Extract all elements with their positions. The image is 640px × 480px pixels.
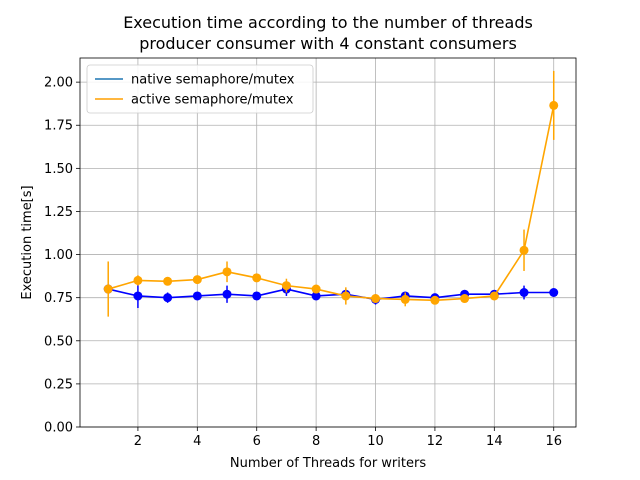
data-point [430, 295, 440, 305]
x-tick-label: 4 [193, 434, 201, 449]
data-point [400, 294, 410, 304]
legend-label: native semaphore/mutex [131, 73, 295, 88]
data-point [341, 291, 351, 301]
x-tick-label: 2 [134, 434, 142, 449]
data-point [281, 281, 291, 291]
y-tick-label: 0.00 [44, 421, 73, 436]
legend: native semaphore/mutex active semaphore/m… [86, 64, 314, 114]
data-point [489, 291, 499, 301]
x-tick-label: 14 [486, 434, 503, 449]
chart-title: Execution time according to the number o… [123, 13, 533, 53]
x-tick-label: 8 [312, 434, 320, 449]
x-axis-label: Number of Threads for writers [230, 456, 426, 471]
legend-label: active semaphore/mutex [131, 93, 294, 108]
data-point [371, 294, 381, 304]
data-point [222, 289, 232, 299]
x-tick-label: 6 [253, 434, 261, 449]
data-point [133, 291, 143, 301]
y-tick-label: 0.25 [44, 377, 73, 392]
data-point [311, 291, 321, 301]
data-point [519, 288, 529, 298]
data-point [163, 293, 173, 303]
data-point [163, 276, 173, 286]
data-point [460, 294, 470, 304]
legend-box [86, 64, 314, 114]
data-point [311, 284, 321, 294]
data-point [252, 273, 262, 283]
y-tick-label: 0.50 [44, 334, 73, 349]
data-point [549, 288, 559, 298]
axes-layer: 2 4 6 8 10 12 14 16 0.00 0.25 0.50 0.75 1.00 1.25 1.50… [44, 57, 577, 449]
data-point [222, 267, 232, 277]
chart-title-line: producer consumer with 4 constant consum… [139, 34, 517, 53]
data-point [192, 275, 202, 285]
data-point [519, 245, 529, 255]
y-axis-label: Execution time[s] [20, 185, 35, 299]
x-tick-label: 16 [545, 434, 562, 449]
data-point [133, 275, 143, 285]
series-active [103, 70, 559, 317]
y-tick-label: 1.00 [44, 248, 73, 263]
series-line [107, 105, 555, 302]
data-point [192, 291, 202, 301]
y-tick-label: 0.75 [44, 291, 73, 306]
y-tick-label: 2.00 [44, 76, 73, 91]
x-tick-label: 10 [367, 434, 384, 449]
series-line [108, 288, 554, 301]
y-tick-label: 1.25 [44, 205, 73, 220]
data-point [103, 284, 113, 294]
x-tick-label: 12 [427, 434, 444, 449]
series-layer [103, 70, 559, 317]
plot-frame [79, 57, 577, 428]
y-tick-label: 1.50 [44, 162, 73, 177]
y-tick-label: 1.75 [44, 119, 73, 134]
data-point [549, 100, 559, 110]
data-point [252, 291, 262, 301]
chart-title-line: Execution time according to the number o… [123, 13, 533, 32]
